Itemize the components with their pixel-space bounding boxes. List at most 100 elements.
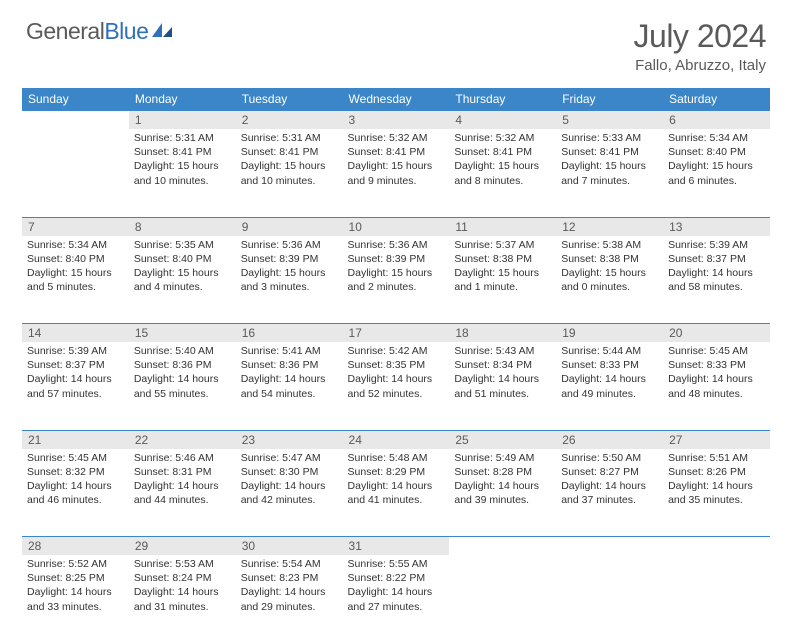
sunrise-line: Sunrise: 5:45 AM xyxy=(27,451,124,465)
sunset-line: Sunset: 8:28 PM xyxy=(454,465,551,479)
day-cell: Sunrise: 5:32 AMSunset: 8:41 PMDaylight:… xyxy=(449,129,556,194)
location-label: Fallo, Abruzzo, Italy xyxy=(634,57,766,74)
day-cell: Sunrise: 5:53 AMSunset: 8:24 PMDaylight:… xyxy=(129,555,236,620)
daylight-line: Daylight: 14 hours and 54 minutes. xyxy=(241,372,338,400)
day-cell: Sunrise: 5:45 AMSunset: 8:33 PMDaylight:… xyxy=(663,342,770,407)
daylight-line: Daylight: 15 hours and 0 minutes. xyxy=(561,266,658,294)
sunrise-line: Sunrise: 5:51 AM xyxy=(668,451,765,465)
day-number: 13 xyxy=(663,218,770,236)
day-number: 16 xyxy=(236,324,343,342)
sunrise-line: Sunrise: 5:46 AM xyxy=(134,451,231,465)
day-cell: Sunrise: 5:47 AMSunset: 8:30 PMDaylight:… xyxy=(236,449,343,514)
day-number: 3 xyxy=(343,111,450,129)
sunrise-line: Sunrise: 5:48 AM xyxy=(348,451,445,465)
day-number: 11 xyxy=(449,218,556,236)
brand-part1: General xyxy=(26,18,104,45)
sunrise-line: Sunrise: 5:36 AM xyxy=(348,238,445,252)
sunset-line: Sunset: 8:25 PM xyxy=(27,571,124,585)
week-content-row: Sunrise: 5:52 AMSunset: 8:25 PMDaylight:… xyxy=(22,555,770,643)
sunset-line: Sunset: 8:23 PM xyxy=(241,571,338,585)
day-cell: Sunrise: 5:33 AMSunset: 8:41 PMDaylight:… xyxy=(556,129,663,194)
empty-cell xyxy=(663,555,770,563)
weekday-header: Monday xyxy=(129,88,236,111)
daylight-line: Daylight: 14 hours and 35 minutes. xyxy=(668,479,765,507)
day-cell: Sunrise: 5:39 AMSunset: 8:37 PMDaylight:… xyxy=(663,236,770,301)
day-cell: Sunrise: 5:44 AMSunset: 8:33 PMDaylight:… xyxy=(556,342,663,407)
sunset-line: Sunset: 8:41 PM xyxy=(454,145,551,159)
daylight-line: Daylight: 14 hours and 31 minutes. xyxy=(134,585,231,613)
day-number: 6 xyxy=(663,111,770,129)
sunset-line: Sunset: 8:41 PM xyxy=(241,145,338,159)
page-header: GeneralBlue July 2024 Fallo, Abruzzo, It… xyxy=(0,0,792,82)
day-cell: Sunrise: 5:39 AMSunset: 8:37 PMDaylight:… xyxy=(22,342,129,407)
title-block: July 2024 Fallo, Abruzzo, Italy xyxy=(634,18,766,74)
day-number: 31 xyxy=(343,537,450,555)
sunset-line: Sunset: 8:24 PM xyxy=(134,571,231,585)
month-title: July 2024 xyxy=(634,18,766,55)
day-number: 1 xyxy=(129,111,236,129)
sunrise-line: Sunrise: 5:44 AM xyxy=(561,344,658,358)
sunset-line: Sunset: 8:39 PM xyxy=(348,252,445,266)
sunrise-line: Sunrise: 5:31 AM xyxy=(134,131,231,145)
daylight-line: Daylight: 15 hours and 6 minutes. xyxy=(668,159,765,187)
day-cell: Sunrise: 5:46 AMSunset: 8:31 PMDaylight:… xyxy=(129,449,236,514)
weekday-header: Tuesday xyxy=(236,88,343,111)
day-number: 20 xyxy=(663,324,770,342)
logo-sail-icon xyxy=(152,18,174,45)
day-cell: Sunrise: 5:54 AMSunset: 8:23 PMDaylight:… xyxy=(236,555,343,620)
daylight-line: Daylight: 15 hours and 8 minutes. xyxy=(454,159,551,187)
weekday-header: Saturday xyxy=(663,88,770,111)
week-content-row: Sunrise: 5:39 AMSunset: 8:37 PMDaylight:… xyxy=(22,342,770,430)
sunrise-line: Sunrise: 5:50 AM xyxy=(561,451,658,465)
weekday-header-row: SundayMondayTuesdayWednesdayThursdayFrid… xyxy=(22,88,770,111)
week-content-row: Sunrise: 5:45 AMSunset: 8:32 PMDaylight:… xyxy=(22,449,770,537)
week-daynum-row: 28293031 xyxy=(22,537,770,556)
sunrise-line: Sunrise: 5:49 AM xyxy=(454,451,551,465)
week-daynum-row: 14151617181920 xyxy=(22,324,770,343)
empty-daynum xyxy=(22,111,129,129)
daylight-line: Daylight: 15 hours and 1 minute. xyxy=(454,266,551,294)
day-cell: Sunrise: 5:52 AMSunset: 8:25 PMDaylight:… xyxy=(22,555,129,620)
sunrise-line: Sunrise: 5:53 AM xyxy=(134,557,231,571)
daylight-line: Daylight: 15 hours and 5 minutes. xyxy=(27,266,124,294)
sunset-line: Sunset: 8:22 PM xyxy=(348,571,445,585)
day-number: 15 xyxy=(129,324,236,342)
sunset-line: Sunset: 8:40 PM xyxy=(27,252,124,266)
sunrise-line: Sunrise: 5:42 AM xyxy=(348,344,445,358)
day-number: 26 xyxy=(556,431,663,449)
sunset-line: Sunset: 8:34 PM xyxy=(454,358,551,372)
sunrise-line: Sunrise: 5:34 AM xyxy=(668,131,765,145)
sunset-line: Sunset: 8:39 PM xyxy=(241,252,338,266)
day-cell: Sunrise: 5:36 AMSunset: 8:39 PMDaylight:… xyxy=(343,236,450,301)
sunrise-line: Sunrise: 5:33 AM xyxy=(561,131,658,145)
day-number: 22 xyxy=(129,431,236,449)
empty-cell xyxy=(22,129,129,137)
sunset-line: Sunset: 8:40 PM xyxy=(668,145,765,159)
day-cell: Sunrise: 5:55 AMSunset: 8:22 PMDaylight:… xyxy=(343,555,450,620)
day-cell: Sunrise: 5:31 AMSunset: 8:41 PMDaylight:… xyxy=(236,129,343,194)
sunset-line: Sunset: 8:29 PM xyxy=(348,465,445,479)
daylight-line: Daylight: 14 hours and 27 minutes. xyxy=(348,585,445,613)
week-daynum-row: 78910111213 xyxy=(22,217,770,236)
sunrise-line: Sunrise: 5:31 AM xyxy=(241,131,338,145)
day-cell: Sunrise: 5:50 AMSunset: 8:27 PMDaylight:… xyxy=(556,449,663,514)
sunset-line: Sunset: 8:37 PM xyxy=(668,252,765,266)
empty-cell xyxy=(449,555,556,563)
day-number: 29 xyxy=(129,537,236,555)
day-number: 27 xyxy=(663,431,770,449)
day-number: 25 xyxy=(449,431,556,449)
sunset-line: Sunset: 8:41 PM xyxy=(348,145,445,159)
day-number: 12 xyxy=(556,218,663,236)
day-cell: Sunrise: 5:40 AMSunset: 8:36 PMDaylight:… xyxy=(129,342,236,407)
day-cell: Sunrise: 5:43 AMSunset: 8:34 PMDaylight:… xyxy=(449,342,556,407)
sunrise-line: Sunrise: 5:45 AM xyxy=(668,344,765,358)
sunset-line: Sunset: 8:36 PM xyxy=(241,358,338,372)
daylight-line: Daylight: 15 hours and 4 minutes. xyxy=(134,266,231,294)
daylight-line: Daylight: 14 hours and 39 minutes. xyxy=(454,479,551,507)
daylight-line: Daylight: 14 hours and 46 minutes. xyxy=(27,479,124,507)
daylight-line: Daylight: 14 hours and 33 minutes. xyxy=(27,585,124,613)
empty-daynum xyxy=(556,537,663,555)
day-cell: Sunrise: 5:31 AMSunset: 8:41 PMDaylight:… xyxy=(129,129,236,194)
empty-cell xyxy=(556,555,663,563)
brand-part2: Blue xyxy=(104,18,148,45)
